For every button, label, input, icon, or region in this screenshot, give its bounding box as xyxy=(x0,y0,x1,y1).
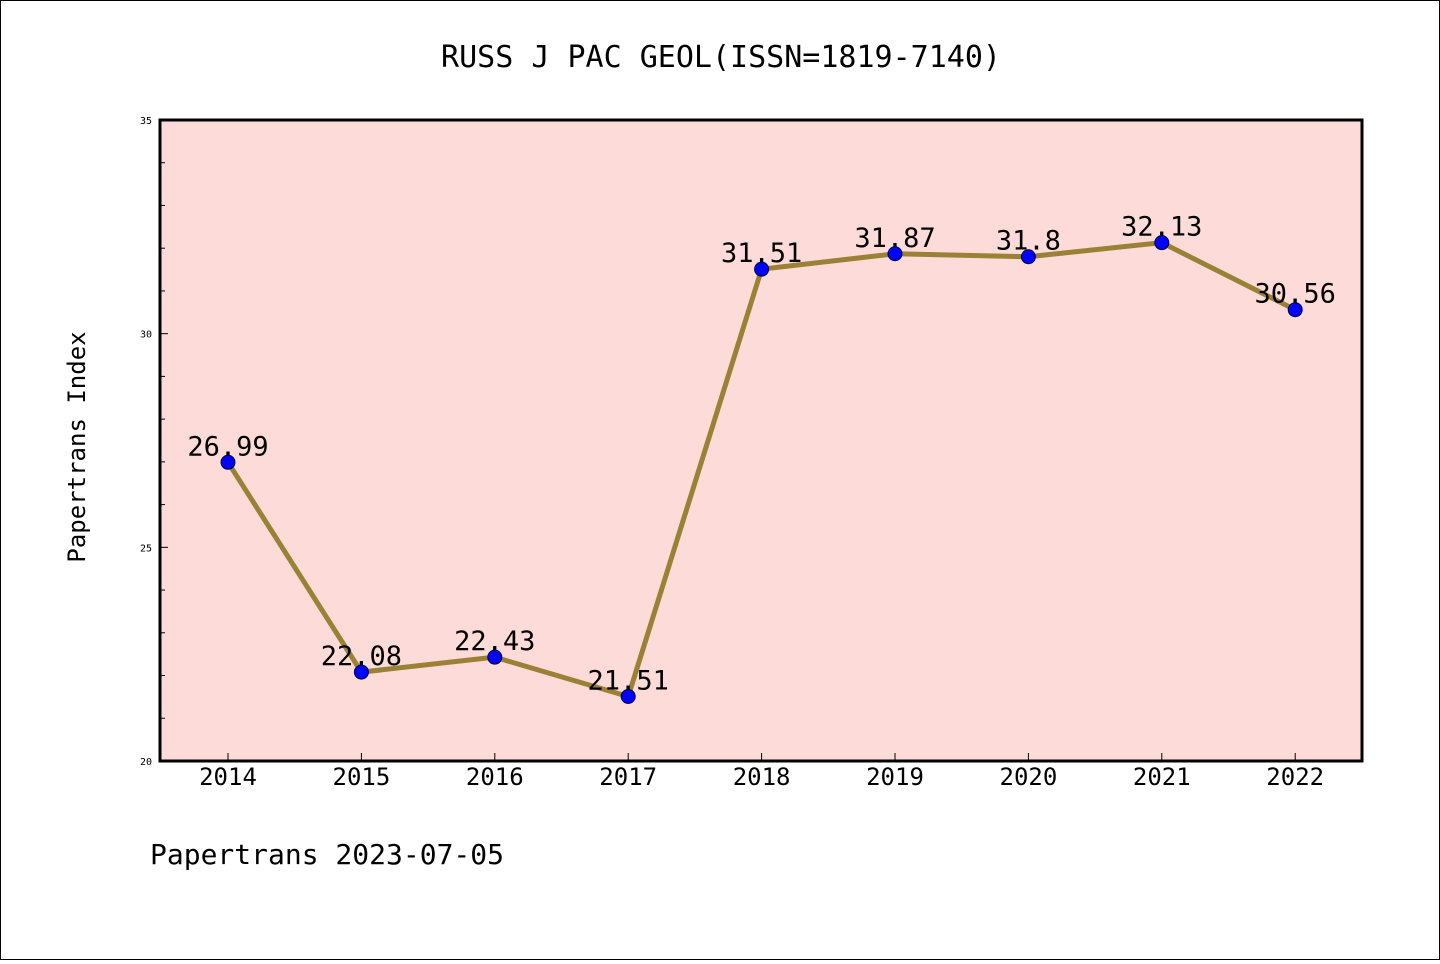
x-tick-label: 2015 xyxy=(333,763,391,791)
y-tick-label: 25 xyxy=(140,543,152,554)
x-tick-label: 2020 xyxy=(1000,763,1058,791)
series-group: 26.99 22.08 22.43 21.51 31.51 31.87 31.8 32.13 3… xyxy=(187,212,1336,704)
data-point xyxy=(620,688,636,704)
data-label: 22.43 xyxy=(454,626,535,657)
x-tick-label: 2014 xyxy=(199,763,257,791)
data-point xyxy=(220,454,236,470)
data-point xyxy=(487,649,503,665)
x-axis-ticks: 2014 2015 2016 2017 2018 2019 2020 2021 2022 xyxy=(199,753,1324,791)
data-label: 26.99 xyxy=(187,431,268,462)
data-label: 31.51 xyxy=(721,238,802,269)
x-tick-label: 2016 xyxy=(466,763,524,791)
data-point xyxy=(887,246,903,262)
plot-area xyxy=(158,118,1364,763)
data-point xyxy=(754,261,770,277)
data-label: 31.8 xyxy=(996,226,1061,257)
data-label: 22.08 xyxy=(321,641,402,672)
x-tick-label: 2017 xyxy=(599,763,657,791)
x-tick-label: 2019 xyxy=(866,763,924,791)
y-tick-label: 35 xyxy=(140,116,152,127)
x-tick-label: 2018 xyxy=(733,763,791,791)
y-axis-label: Papertrans Index xyxy=(63,331,91,562)
footer-text: Papertrans 2023-07-05 xyxy=(150,838,504,871)
data-point xyxy=(1154,235,1170,251)
chart-title: RUSS J PAC GEOL(ISSN=1819-7140) xyxy=(441,40,1001,75)
x-tick-label: 2022 xyxy=(1266,763,1324,791)
data-label: 31.87 xyxy=(854,223,935,254)
data-label: 30.56 xyxy=(1255,279,1336,310)
y-tick-label: 30 xyxy=(140,330,152,341)
data-point xyxy=(1287,302,1303,318)
data-label: 32.13 xyxy=(1121,212,1202,243)
data-point xyxy=(353,664,369,680)
y-axis-ticks: 20 25 30 35 xyxy=(140,116,168,768)
data-label: 21.51 xyxy=(588,665,669,696)
data-point xyxy=(1020,249,1036,265)
x-tick-label: 2021 xyxy=(1133,763,1191,791)
y-tick-label: 20 xyxy=(140,757,152,768)
